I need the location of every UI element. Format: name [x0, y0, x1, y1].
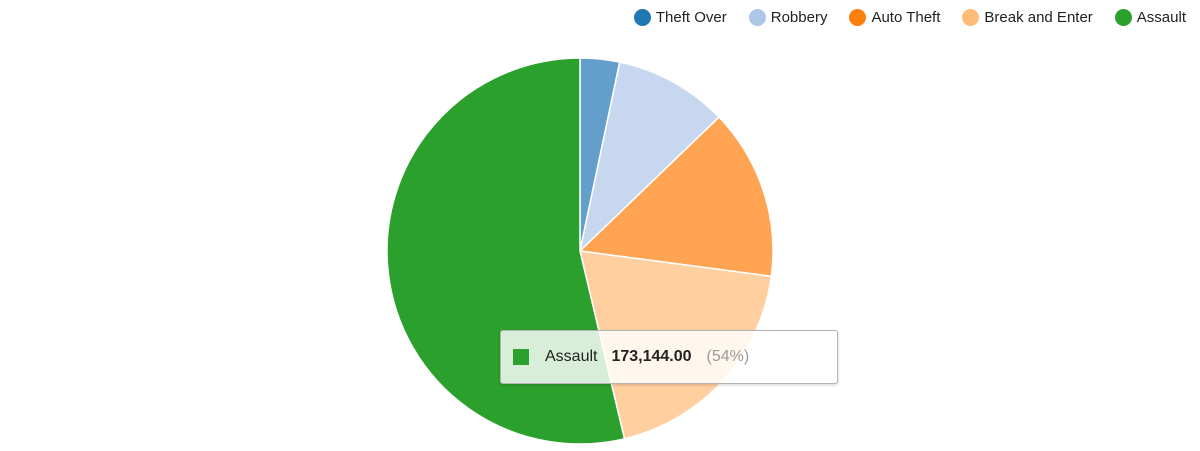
- tooltip-label: Assault: [545, 348, 598, 365]
- legend-label-robbery: Robbery: [770, 9, 828, 26]
- legend-item-robbery[interactable]: Robbery: [748, 9, 828, 26]
- legend-dot-assault: [1114, 9, 1132, 26]
- tooltip-value: 173,144.00: [611, 348, 692, 365]
- legend-label-break-and-enter: Break and Enter: [984, 9, 1093, 26]
- pie-slice-robbery[interactable]: [578, 61, 721, 254]
- legend-item-theft-over[interactable]: Theft Over: [633, 9, 727, 26]
- pie-slices: [386, 57, 774, 445]
- legend-dot-auto-theft: [849, 9, 867, 26]
- legend-dot-robbery: [748, 9, 766, 26]
- legend-dot-break-and-enter: [962, 9, 980, 26]
- legend-dot-theft-over: [633, 9, 651, 26]
- legend-label-auto-theft: Auto Theft: [871, 9, 941, 26]
- legend-item-break-and-enter[interactable]: Break and Enter: [962, 9, 1093, 26]
- tooltip-percent: (54%): [706, 348, 750, 365]
- legend-label-theft-over: Theft Over: [655, 9, 727, 26]
- pie-slice-auto-theft[interactable]: [578, 116, 774, 278]
- legend-item-auto-theft[interactable]: Auto Theft: [849, 9, 940, 26]
- tooltip-swatch: [513, 349, 529, 365]
- chart-legend: Theft Over Robbery Auto Theft Break and …: [633, 9, 1186, 26]
- chart-tooltip: Assault 173,144.00 (54%): [500, 330, 838, 384]
- legend-label-assault: Assault: [1136, 9, 1186, 26]
- legend-item-assault[interactable]: Assault: [1114, 9, 1186, 26]
